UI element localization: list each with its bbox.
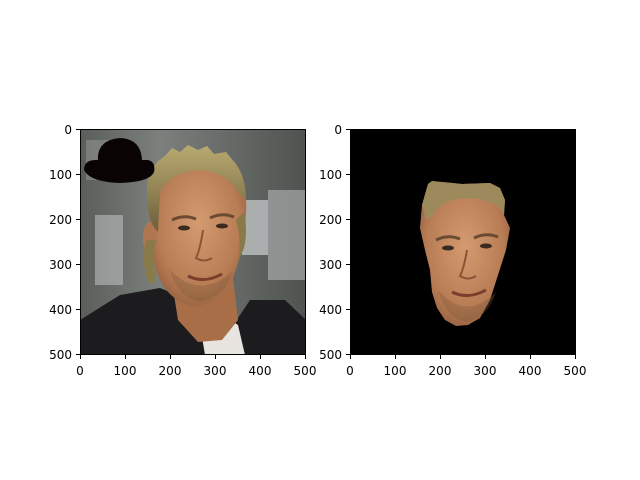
bowler-hat-overlay [84, 138, 155, 183]
right-y-tick-label: 200 [319, 213, 342, 227]
right-x-tick-label: 100 [384, 364, 407, 378]
left-x-tick-label: 100 [114, 364, 137, 378]
left-y-tick-label: 400 [49, 303, 72, 317]
left-image-panel: 0 100 200 300 400 500 0 100 200 300 400 … [49, 123, 316, 378]
left-y-tick-label: 100 [49, 168, 72, 182]
left-axes-frame [80, 129, 306, 355]
right-y-axis [346, 129, 350, 355]
right-x-tick-label: 300 [474, 364, 497, 378]
right-x-tick-label: 500 [564, 364, 587, 378]
left-y-tick-label: 300 [49, 258, 72, 272]
right-x-tick-label: 400 [519, 364, 542, 378]
right-image-panel: 0 100 200 300 400 500 0 100 200 300 400 … [319, 123, 586, 378]
left-x-tick-label: 200 [159, 364, 182, 378]
left-y-axis [76, 129, 80, 355]
left-photo [80, 129, 306, 355]
left-x-tick-label: 400 [249, 364, 272, 378]
right-face-mask [350, 129, 576, 355]
left-y-tick-label: 500 [49, 348, 72, 362]
right-y-tick-label: 300 [319, 258, 342, 272]
right-x-axis [350, 355, 576, 359]
left-x-tick-label: 500 [294, 364, 317, 378]
left-y-tick-label: 0 [64, 123, 72, 137]
right-y-tick-label: 400 [319, 303, 342, 317]
right-axes-frame [350, 129, 576, 355]
right-y-tick-label: 500 [319, 348, 342, 362]
right-x-tick-label: 200 [429, 364, 452, 378]
right-y-tick-label: 100 [319, 168, 342, 182]
left-x-axis [80, 355, 306, 359]
left-x-tick-label: 0 [76, 364, 84, 378]
right-x-tick-label: 0 [346, 364, 354, 378]
left-x-tick-label: 300 [204, 364, 227, 378]
left-y-tick-label: 200 [49, 213, 72, 227]
right-y-tick-label: 0 [334, 123, 342, 137]
